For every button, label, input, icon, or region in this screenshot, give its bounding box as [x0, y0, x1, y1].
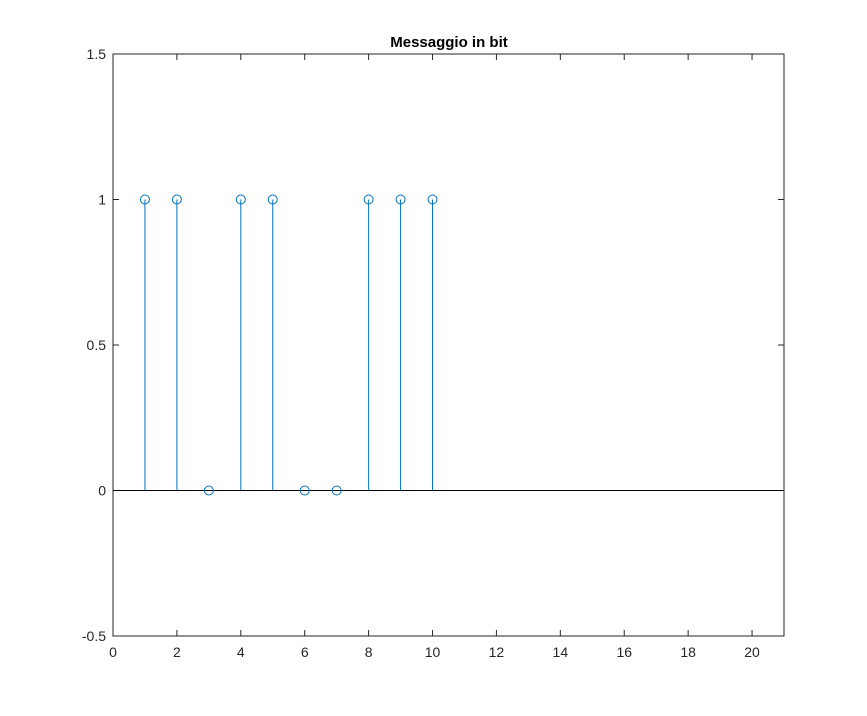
y-tick-label: -0.5 [82, 628, 106, 644]
stem-marker [331, 485, 342, 496]
stem-marker [363, 194, 374, 205]
x-tick-label: 14 [553, 644, 569, 660]
x-tick-label: 10 [425, 644, 441, 660]
y-tick-label: 0.5 [87, 337, 107, 353]
stem-marker [395, 194, 406, 205]
x-tick-label: 12 [489, 644, 505, 660]
stem-marker [139, 194, 150, 205]
y-tick-label: 1 [98, 192, 106, 208]
stem-marker [235, 194, 246, 205]
plot-area: 0 2 4 6 8 10 12 14 16 18 20-0.500.511.5 [82, 46, 785, 660]
x-tick-label: 8 [365, 644, 373, 660]
x-tick-label: 4 [237, 644, 245, 660]
x-tick-label: 20 [744, 644, 760, 660]
markers-layer [139, 194, 438, 496]
y-tick-label: 1.5 [87, 46, 107, 62]
x-tick-label: 16 [616, 644, 632, 660]
stem-marker [267, 194, 278, 205]
x-tick-label: 0 [109, 644, 117, 660]
stem-marker [427, 194, 438, 205]
x-tick-label: 2 [173, 644, 181, 660]
tick-labels-layer: 0 2 4 6 8 10 12 14 16 18 20-0.500.511.5 [82, 46, 760, 660]
x-tick-label: 6 [301, 644, 309, 660]
x-tick-label: 18 [680, 644, 696, 660]
stem-marker [299, 485, 310, 496]
chart-title: Messaggio in bit [390, 34, 508, 51]
axes-box [112, 53, 785, 637]
y-tick-label: 0 [98, 483, 106, 499]
stems-layer [144, 199, 434, 491]
stem-marker [171, 194, 182, 205]
stem-marker [203, 485, 214, 496]
